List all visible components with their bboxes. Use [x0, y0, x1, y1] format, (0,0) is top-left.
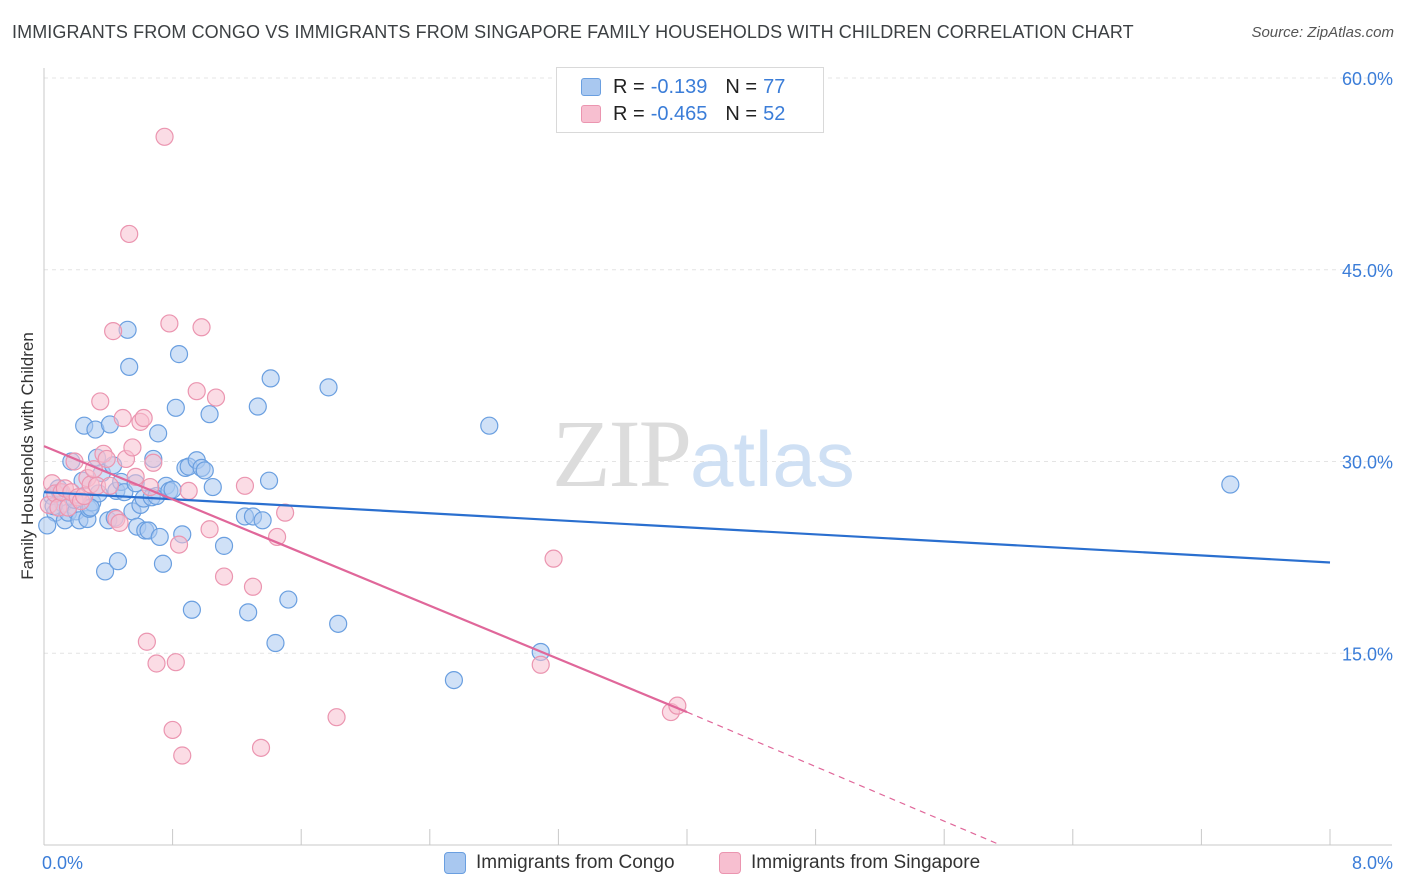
congo-point [203, 477, 222, 497]
congo-swatch [581, 78, 601, 96]
congo-point [259, 471, 279, 490]
singapore-point [100, 476, 120, 495]
r-label: R = [613, 102, 645, 125]
x-tick-label-max: 8.0% [1352, 853, 1393, 873]
singapore-point [544, 549, 563, 568]
stats-legend: R = -0.139 N = 77 R = -0.465 N = 52 [556, 67, 824, 133]
n-label: N = [725, 102, 758, 125]
congo-trend-line [43, 491, 1331, 564]
legend-item-congo[interactable]: Immigrants from Congo [444, 852, 675, 874]
y-tick-label: 30.0% [1342, 453, 1393, 473]
singapore-point [276, 503, 295, 522]
congo-point [195, 461, 214, 480]
stats-legend-row-singapore: R = -0.465 N = 52 [581, 102, 785, 126]
singapore-point [163, 720, 182, 740]
legend-item-singapore[interactable]: Immigrants from Singapore [719, 852, 980, 874]
singapore-point [251, 738, 271, 757]
congo-point [153, 554, 173, 573]
congo-point [166, 398, 185, 417]
congo-point [38, 516, 57, 535]
congo-point [329, 614, 348, 633]
n-value: 52 [763, 102, 786, 125]
n-value: 77 [763, 75, 786, 98]
singapore-point [134, 408, 153, 428]
chart-source: Source: ZipAtlas.com [1251, 24, 1394, 41]
stats-legend-row-congo: R = -0.139 N = 77 [581, 75, 785, 99]
singapore-legend-label: Immigrants from Singapore [751, 852, 981, 873]
singapore-point [147, 654, 166, 673]
singapore-point [214, 567, 234, 586]
singapore-point [126, 467, 145, 486]
congo-point [149, 424, 168, 443]
singapore-legend-swatch [719, 852, 741, 874]
singapore-point [206, 388, 226, 407]
x-tick-label-min: 0.0% [42, 853, 83, 873]
singapore-point [187, 382, 206, 401]
congo-point [169, 345, 189, 364]
singapore-point [97, 449, 116, 469]
singapore-point [137, 632, 156, 651]
singapore-point [327, 708, 346, 727]
congo-point [95, 562, 115, 581]
congo-point [444, 670, 464, 690]
singapore-point [155, 127, 174, 146]
congo-point [239, 603, 258, 622]
congo-point [248, 397, 267, 416]
singapore-point [104, 322, 123, 341]
chart-title: IMMIGRANTS FROM CONGO VS IMMIGRANTS FROM… [12, 22, 1134, 42]
n-label: N = [725, 75, 758, 98]
congo-point [1221, 475, 1240, 494]
r-label: R = [613, 75, 645, 98]
singapore-point [113, 408, 132, 428]
y-tick-label: 60.0% [1342, 69, 1393, 89]
congo-legend-swatch [444, 852, 466, 874]
singapore-point [120, 224, 139, 244]
singapore-point [179, 481, 198, 501]
congo-point [253, 511, 272, 530]
singapore-point [235, 476, 255, 495]
singapore-point [91, 392, 110, 411]
singapore-point [243, 577, 263, 596]
congo-point [200, 405, 219, 424]
congo-point [108, 552, 128, 571]
singapore-trend-extension [686, 711, 1001, 846]
singapore-point [166, 653, 185, 672]
congo-point [214, 536, 234, 555]
congo-point [182, 600, 201, 619]
y-tick-label: 45.0% [1342, 261, 1393, 281]
congo-point [266, 633, 285, 653]
singapore-point [531, 655, 550, 674]
congo-legend-label: Immigrants from Congo [476, 852, 675, 873]
singapore-swatch [581, 105, 601, 123]
singapore-point [200, 520, 219, 539]
r-value: -0.465 [650, 102, 708, 125]
congo-point [319, 378, 338, 397]
congo-point [261, 369, 280, 388]
singapore-point [192, 318, 211, 337]
singapore-point [110, 513, 129, 532]
singapore-trend-line [43, 445, 688, 714]
r-value: -0.139 [650, 75, 708, 98]
congo-point [480, 416, 499, 435]
y-axis-label: Family Households with Children [18, 332, 37, 580]
singapore-point [144, 453, 163, 472]
singapore-point [123, 438, 142, 457]
congo-point [150, 527, 169, 547]
congo-point [163, 480, 182, 499]
congo-point [279, 590, 298, 609]
congo-point [120, 357, 139, 377]
singapore-point [173, 746, 192, 765]
singapore-point [160, 314, 179, 333]
singapore-point [169, 535, 189, 554]
y-tick-label: 15.0% [1342, 644, 1393, 664]
